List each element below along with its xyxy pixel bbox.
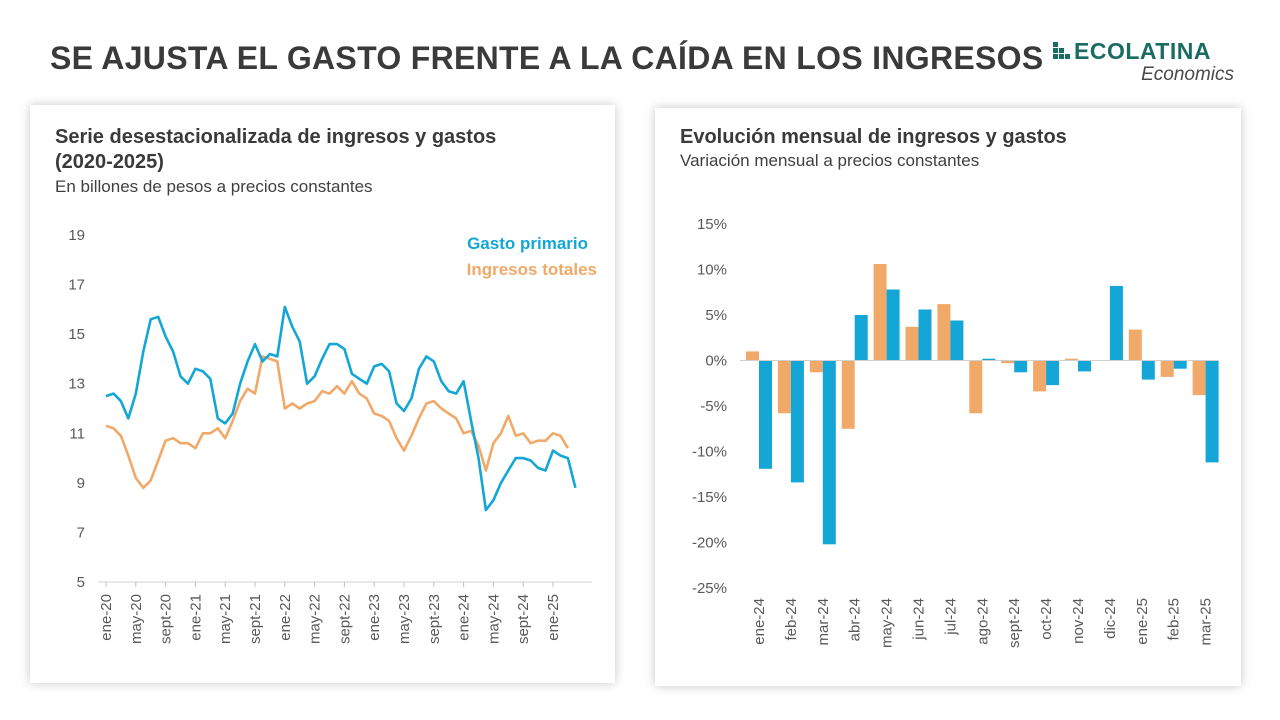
x-tick-label: ago-24 (974, 598, 991, 645)
y-tick-label: 13 (68, 376, 85, 393)
bar-blue-jul-24 (950, 320, 964, 361)
logo-name: ECOLATINA (1074, 38, 1211, 64)
x-tick-label: jun-24 (911, 598, 928, 641)
x-tick-label: may-24 (485, 594, 502, 644)
x-tick-label: sept-22 (336, 594, 353, 644)
legend-gasto-primario: Gasto primario (467, 234, 588, 253)
y-tick-label: 5 (77, 574, 85, 591)
x-tick-label: abr-24 (847, 598, 864, 641)
x-tick-label: nov-24 (1070, 598, 1087, 644)
bar-orange-ene-25 (1128, 329, 1142, 361)
bar-orange-feb-25 (1160, 360, 1174, 377)
bar-orange-ene-24 (746, 351, 759, 361)
bar-chart-title: Evolución mensual de ingresos y gastos (680, 126, 1067, 148)
y-tick-label: 17 (68, 277, 85, 294)
x-tick-label: sept-20 (158, 594, 175, 644)
bar-orange-mar-25 (1192, 360, 1206, 396)
x-tick-label: sept-24 (1006, 598, 1023, 648)
y-tick-label: 15 (68, 326, 85, 343)
bar-blue-feb-24 (790, 360, 804, 483)
bar-orange-oct-24 (1033, 360, 1047, 392)
bar-blue-abr-24 (854, 315, 868, 361)
ecolatina-logo: ECOLATINA Economics (1050, 38, 1240, 88)
bar-blue-mar-25 (1205, 360, 1219, 463)
x-tick-label: dic-24 (1102, 598, 1119, 639)
x-tick-label: ene-25 (545, 594, 562, 641)
series-line-ingresos-totales (105, 355, 570, 490)
line-chart-subtitle: En billones de pesos a precios constante… (55, 177, 373, 196)
logo-subtitle: Economics (1141, 64, 1234, 85)
x-tick-label: oct-24 (1038, 598, 1055, 640)
bar-orange-mar-24 (809, 360, 823, 373)
x-tick-label: ene-25 (1134, 598, 1151, 645)
bar-blue-ene-24 (759, 360, 772, 469)
bar-blue-may-24 (886, 289, 900, 361)
x-tick-label: ene-21 (187, 594, 204, 641)
x-tick-label: ene-22 (277, 594, 294, 641)
bar-orange-jun-24 (905, 326, 919, 361)
x-tick-label: feb-24 (783, 598, 800, 641)
bar-blue-feb-25 (1173, 360, 1187, 369)
x-tick-label: may-21 (217, 594, 234, 644)
legend-ingresos-totales: Ingresos totales (467, 260, 597, 279)
y-tick-label: 10% (697, 262, 727, 279)
bar-blue-sept-24 (1014, 360, 1028, 373)
bar-orange-nov-24 (1065, 358, 1078, 361)
bar-blue-nov-24 (1078, 360, 1091, 372)
y-tick-label: -10% (692, 444, 727, 461)
bar-chart-subtitle: Variación mensual a precios constantes (680, 151, 980, 170)
x-tick-label: mar-25 (1198, 598, 1215, 646)
x-tick-label: mar-24 (815, 598, 832, 646)
x-tick-label: jul-24 (942, 598, 959, 636)
y-tick-label: -15% (692, 489, 727, 506)
x-tick-label: may-20 (128, 594, 145, 644)
y-tick-label: 0% (705, 353, 727, 370)
bar-orange-jul-24 (937, 304, 951, 361)
page-title: SE AJUSTA EL GASTO FRENTE A LA CAÍDA EN … (50, 40, 1044, 76)
x-tick-label: ene-24 (456, 594, 473, 641)
x-tick-label: may-23 (396, 594, 413, 644)
x-tick-label: ene-24 (751, 598, 768, 645)
x-tick-label: sept-23 (426, 594, 443, 644)
bar-blue-ene-25 (1141, 360, 1155, 380)
x-tick-label: sept-24 (515, 594, 532, 644)
x-tick-label: may-22 (307, 594, 324, 644)
bar-orange-ago-24 (969, 360, 983, 414)
bar-orange-may-24 (873, 264, 887, 361)
y-tick-label: -5% (700, 398, 727, 415)
x-tick-label: feb-25 (1166, 598, 1183, 641)
line-chart-card: Serie desestacionalizada de ingresos y g… (30, 105, 615, 683)
y-tick-label: 19 (68, 227, 85, 244)
line-chart-title-line2: (2020-2025) (55, 151, 164, 173)
y-tick-label: 9 (77, 475, 85, 492)
bar-orange-abr-24 (841, 360, 855, 429)
line-chart: 5 7 9 11 13 15 17 19 ene-20 may-20 sept-20 ene-21 m… (68, 227, 597, 644)
logo-grid-icon (1053, 42, 1070, 59)
y-tick-label: -25% (692, 580, 727, 597)
y-tick-label: 11 (69, 425, 85, 442)
bar-blue-jun-24 (918, 309, 932, 361)
bar-blue-mar-24 (822, 360, 836, 545)
x-tick-label: ene-20 (98, 594, 115, 641)
y-tick-label: 7 (77, 524, 85, 541)
bar-chart: 15% 10% 5% 0% -5% -10% -15% -20% -25% ene-24 feb-… (692, 216, 1219, 648)
bar-orange-sept-24 (1001, 360, 1015, 364)
x-tick-label: ene-23 (366, 594, 383, 641)
bar-blue-oct-24 (1046, 360, 1060, 386)
line-chart-title-line1: Serie desestacionalizada de ingresos y g… (55, 126, 497, 148)
bar-chart-card: Evolución mensual de ingresos y gastos V… (655, 108, 1241, 686)
bar-orange-feb-24 (777, 360, 791, 414)
y-tick-label: 15% (697, 216, 727, 233)
bar-blue-dic-24 (1109, 285, 1123, 361)
y-tick-label: 5% (705, 307, 727, 324)
y-tick-label: -20% (692, 535, 727, 552)
series-line-gasto-primario (105, 305, 577, 512)
bar-blue-ago-24 (982, 358, 996, 361)
x-tick-label: sept-21 (247, 594, 264, 644)
x-tick-label: may-24 (879, 598, 896, 648)
